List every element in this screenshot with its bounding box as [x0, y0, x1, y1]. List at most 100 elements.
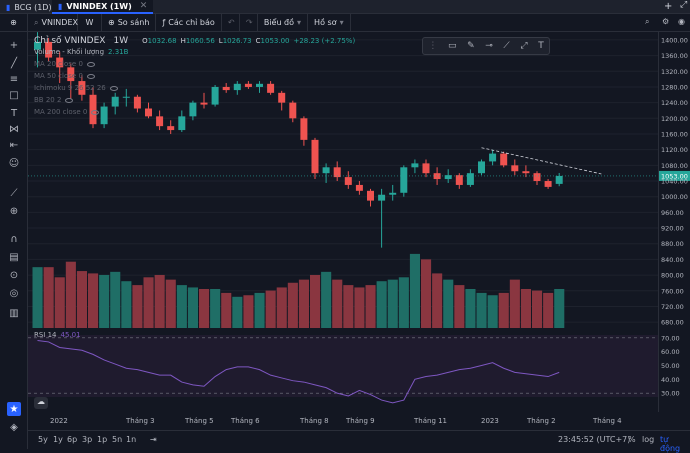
menu-icon[interactable]: ⊕: [0, 13, 28, 32]
brush-icon[interactable]: ✎: [467, 41, 475, 51]
cloud-icon[interactable]: ☁: [34, 397, 48, 409]
lock-icon[interactable]: ▤: [9, 251, 19, 263]
trash-icon[interactable]: ▥: [9, 307, 19, 319]
indicator-legend-bb[interactable]: BB 20 2: [34, 96, 74, 104]
ray-icon[interactable]: ⤢: [520, 41, 528, 51]
candle-body: [489, 153, 497, 162]
layers-icon[interactable]: ◈: [10, 421, 18, 433]
undo-icon[interactable]: ↶: [222, 13, 240, 32]
candle-body: [522, 171, 530, 174]
tab-vnindex[interactable]: ▮ VNINDEX (1W) ✕: [52, 0, 154, 14]
volume-bar: [88, 273, 99, 328]
indicators-button[interactable]: ƒ Các chỉ báo: [156, 13, 222, 32]
star-icon[interactable]: ★: [7, 402, 21, 416]
settings-icon[interactable]: ⚙: [662, 17, 670, 26]
percent-toggle[interactable]: %: [628, 435, 636, 444]
date-range-icon[interactable]: ⇥: [150, 435, 157, 444]
camera-icon[interactable]: ◉: [678, 17, 685, 26]
price-tick-label: 1400.00: [661, 36, 688, 44]
profile-label: Hồ sơ: [314, 18, 337, 27]
range-3m[interactable]: 3p: [82, 435, 93, 444]
interval-button[interactable]: W: [78, 13, 102, 32]
volume-bar: [520, 289, 531, 328]
o-value: 1032.68: [147, 37, 177, 45]
range-5d[interactable]: 5n: [112, 435, 123, 444]
rsi-tick-label: 60.00: [661, 348, 680, 356]
volume-bar: [287, 282, 298, 328]
candle-body: [333, 167, 341, 178]
fullscreen-icon[interactable]: ⤢: [680, 0, 688, 10]
candle-body: [278, 92, 286, 103]
rectangle-icon[interactable]: ▭: [447, 41, 457, 51]
candle-body: [411, 163, 419, 168]
time-axis[interactable]: 2022 Tháng 3 Tháng 5 Tháng 6 Tháng 8 Tháng 9 T…: [28, 412, 658, 430]
text-icon[interactable]: T: [10, 107, 18, 119]
range-5y[interactable]: 5y: [38, 435, 48, 444]
candle-body: [478, 161, 485, 174]
volume-bar: [398, 277, 409, 328]
eye-icon[interactable]: ◎: [9, 287, 19, 299]
clock[interactable]: 23:45:52 (UTC+7): [558, 435, 631, 444]
eye-off-icon[interactable]: [86, 61, 95, 67]
volume-bar: [321, 271, 332, 328]
tab-bcg[interactable]: ▮ BCG (1D): [0, 0, 58, 14]
indicator-legend-ma200[interactable]: MA 200 close 0: [34, 108, 100, 116]
price-tick-label: 1053.00: [661, 172, 688, 180]
range-1d[interactable]: 1n: [126, 435, 137, 444]
zoom-in-icon[interactable]: ⊕: [9, 205, 19, 217]
volume-bar: [199, 289, 210, 328]
compare-button[interactable]: ⊕ So sánh: [102, 13, 157, 32]
search-icon[interactable]: ⌕: [645, 17, 650, 26]
emoji-icon[interactable]: ☺: [8, 157, 20, 169]
ruler-icon[interactable]: ⟋: [10, 187, 18, 199]
indicator-legend-ma20[interactable]: MA 20 close 0: [34, 60, 95, 68]
horizontal-line-icon[interactable]: ⊸: [485, 41, 493, 51]
volume-bar: [476, 292, 487, 328]
drag-handle-icon[interactable]: ⋮: [428, 41, 438, 51]
volume-bar: [365, 285, 376, 328]
top-toolbar: ⊕ ⌕ VNINDEX W ⊕ So sánh ƒ Các chỉ báo ↶ …: [0, 13, 690, 32]
candle-body: [67, 67, 75, 82]
chart-type-button[interactable]: Biểu đồ ▾: [258, 13, 309, 32]
eye-off-icon[interactable]: [65, 97, 74, 103]
indicator-legend-ichimoku[interactable]: Ichimoku 9 26 52 26: [34, 84, 118, 92]
eye-off-icon[interactable]: [109, 85, 118, 91]
rsi-legend[interactable]: RSI 14 45.01: [34, 331, 81, 339]
trendline-icon[interactable]: ⟋: [503, 41, 510, 51]
indicator-legend-ma50[interactable]: MA 50 close 0: [34, 72, 95, 80]
lock-all-icon[interactable]: ⊙: [9, 269, 19, 281]
auto-toggle[interactable]: tự động: [660, 435, 681, 453]
drawing-floating-toolbar: ⋮ ▭ ✎ ⊸ ⟋ ⤢ T: [422, 37, 550, 55]
eye-off-icon[interactable]: [86, 73, 95, 79]
shape-icon[interactable]: □: [9, 89, 19, 101]
close-icon[interactable]: ✕: [139, 1, 148, 11]
price-axis[interactable]: 1400.00 1360.00 1320.00 1280.00 1240.00 1200.…: [658, 32, 690, 412]
volume-bar: [554, 289, 565, 328]
magnet-icon[interactable]: ∩: [10, 233, 18, 245]
c-value: 1053.00: [260, 37, 290, 45]
text-icon[interactable]: T: [538, 41, 544, 51]
volume-bar: [276, 287, 287, 328]
range-1m[interactable]: 1p: [97, 435, 108, 444]
symbol-search[interactable]: ⌕ VNINDEX: [28, 13, 78, 32]
volume-legend[interactable]: Volume - Khối lượng 2.31B: [34, 48, 128, 56]
pattern-icon[interactable]: ⋈: [9, 123, 19, 135]
candle-body: [322, 167, 330, 174]
measure-icon[interactable]: ⇤: [9, 139, 19, 151]
range-6m[interactable]: 6p: [67, 435, 78, 444]
eye-off-icon[interactable]: [91, 109, 100, 115]
candle-body: [289, 102, 297, 119]
log-toggle[interactable]: log: [642, 435, 655, 444]
rsi-value: 45.01: [60, 331, 81, 339]
candle-body: [555, 175, 563, 184]
profile-button[interactable]: Hồ sơ ▾: [308, 13, 351, 32]
crosshair-icon[interactable]: +: [9, 39, 19, 51]
symbol-label: VNINDEX: [41, 18, 78, 27]
range-1y[interactable]: 1y: [53, 435, 63, 444]
trendline-icon[interactable]: ╱: [10, 57, 18, 69]
redo-icon[interactable]: ↷: [240, 13, 258, 32]
add-tab-icon[interactable]: +: [664, 1, 673, 12]
fib-icon[interactable]: ≡: [9, 73, 19, 85]
main-chart[interactable]: [28, 32, 658, 412]
volume-bar: [376, 281, 387, 328]
